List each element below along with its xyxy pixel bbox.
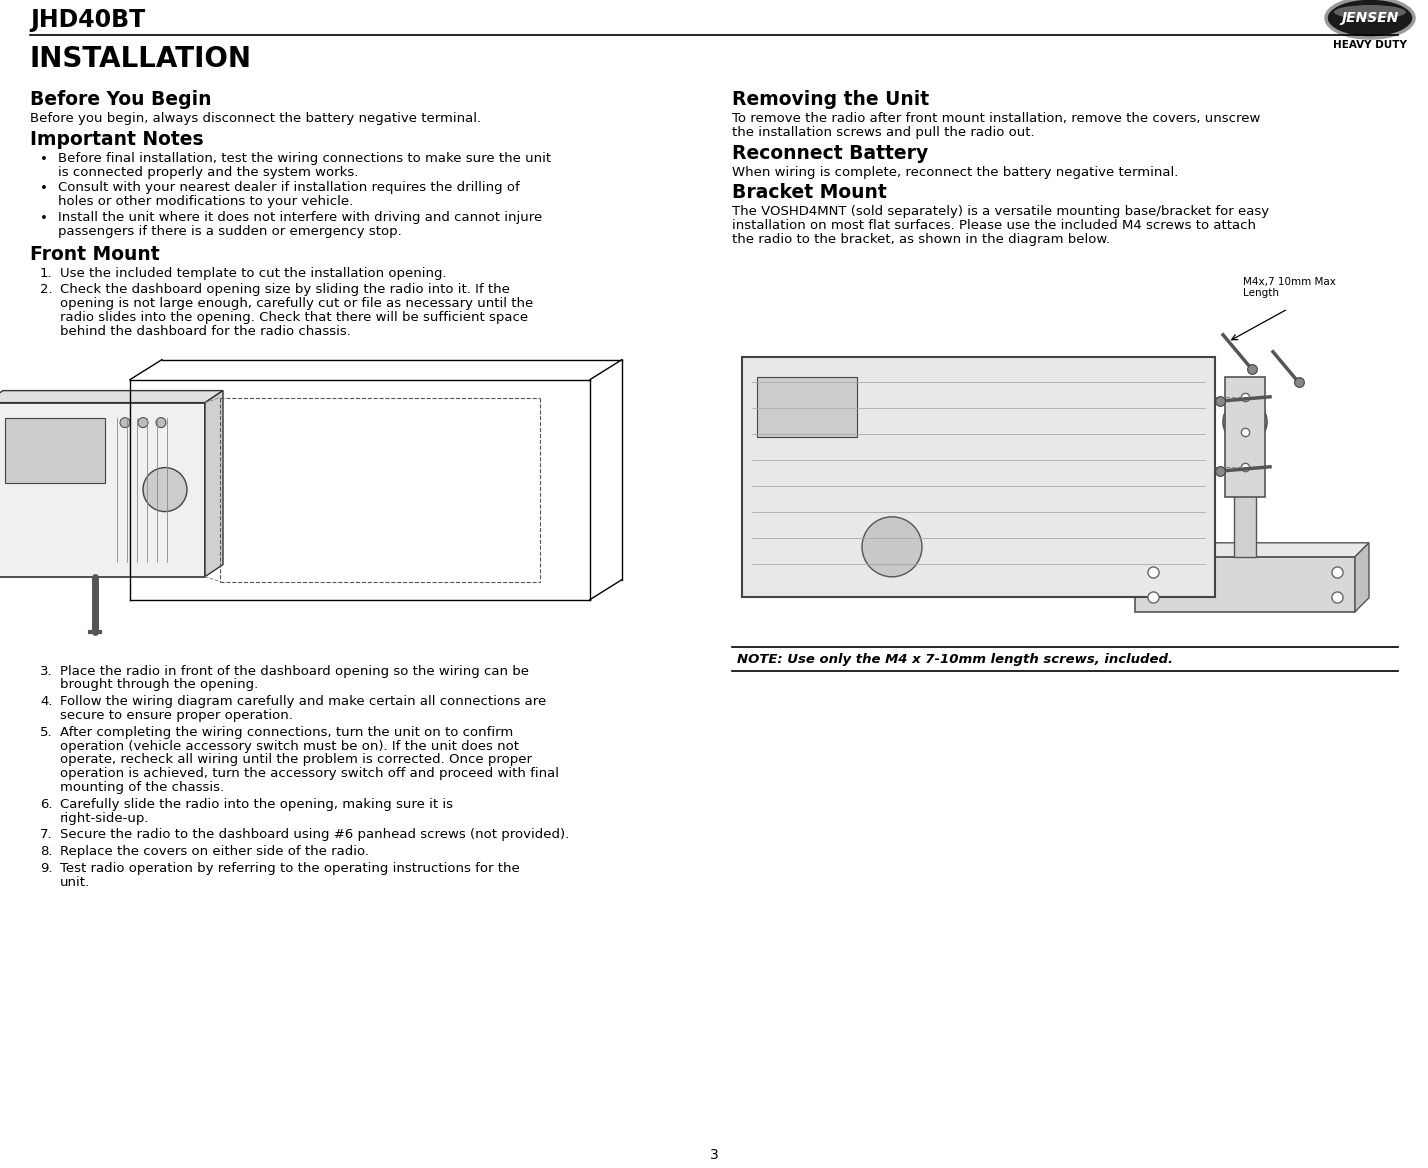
Circle shape bbox=[139, 418, 149, 427]
Text: Reconnect Battery: Reconnect Battery bbox=[733, 144, 928, 162]
Ellipse shape bbox=[1334, 5, 1407, 19]
Bar bbox=[1225, 405, 1245, 427]
Text: HEAVY DUTY: HEAVY DUTY bbox=[1334, 40, 1407, 50]
Text: radio slides into the opening. Check that there will be sufficient space: radio slides into the opening. Check tha… bbox=[60, 311, 528, 324]
Text: Place the radio in front of the dashboard opening so the wiring can be: Place the radio in front of the dashboar… bbox=[60, 665, 528, 677]
Text: 2.: 2. bbox=[40, 284, 53, 297]
Text: Check the dashboard opening size by sliding the radio into it. If the: Check the dashboard opening size by slid… bbox=[60, 284, 510, 297]
Circle shape bbox=[156, 418, 166, 427]
Text: Use the included template to cut the installation opening.: Use the included template to cut the ins… bbox=[60, 266, 447, 279]
Bar bbox=[743, 356, 1215, 597]
Text: Before final installation, test the wiring connections to make sure the unit: Before final installation, test the wiri… bbox=[59, 152, 551, 165]
Bar bbox=[6, 418, 106, 482]
Text: Consult with your nearest dealer if installation requires the drilling of: Consult with your nearest dealer if inst… bbox=[59, 181, 520, 194]
Text: Removing the Unit: Removing the Unit bbox=[733, 90, 930, 109]
Text: the radio to the bracket, as shown in the diagram below.: the radio to the bracket, as shown in th… bbox=[733, 232, 1110, 246]
Text: holes or other modifications to your vehicle.: holes or other modifications to your veh… bbox=[59, 195, 353, 208]
Ellipse shape bbox=[1327, 0, 1414, 39]
Text: 3.: 3. bbox=[40, 665, 53, 677]
Text: unit.: unit. bbox=[60, 876, 90, 889]
Text: After completing the wiring connections, turn the unit on to confirm: After completing the wiring connections,… bbox=[60, 725, 513, 739]
Bar bbox=[1225, 377, 1265, 496]
Text: operation is achieved, turn the accessory switch off and proceed with final: operation is achieved, turn the accessor… bbox=[60, 767, 558, 780]
Text: M4x,7 10mm Max
Length: M4x,7 10mm Max Length bbox=[1242, 277, 1335, 298]
Text: NOTE: Use only the M4 x 7-10mm length screws, included.: NOTE: Use only the M4 x 7-10mm length sc… bbox=[737, 653, 1172, 666]
Text: INSTALLATION: INSTALLATION bbox=[30, 46, 251, 72]
Text: •: • bbox=[40, 213, 49, 225]
Text: Before You Begin: Before You Begin bbox=[30, 90, 211, 109]
Text: Install the unit where it does not interfere with driving and cannot injure: Install the unit where it does not inter… bbox=[59, 211, 543, 224]
Text: operation (vehicle accessory switch must be on). If the unit does not: operation (vehicle accessory switch must… bbox=[60, 739, 518, 752]
Text: Replace the covers on either side of the radio.: Replace the covers on either side of the… bbox=[60, 846, 368, 858]
Text: When wiring is complete, reconnect the battery negative terminal.: When wiring is complete, reconnect the b… bbox=[733, 166, 1178, 179]
Circle shape bbox=[1222, 399, 1267, 444]
Text: 5.: 5. bbox=[40, 725, 53, 739]
Text: Follow the wiring diagram carefully and make certain all connections are: Follow the wiring diagram carefully and … bbox=[60, 695, 547, 708]
Polygon shape bbox=[0, 390, 223, 403]
Text: installation on most flat surfaces. Please use the included M4 screws to attach: installation on most flat surfaces. Plea… bbox=[733, 220, 1257, 232]
Text: To remove the radio after front mount installation, remove the covers, unscrew: To remove the radio after front mount in… bbox=[733, 112, 1261, 125]
Text: Carefully slide the radio into the opening, making sure it is: Carefully slide the radio into the openi… bbox=[60, 798, 453, 811]
Text: right-side-up.: right-side-up. bbox=[60, 812, 150, 825]
Circle shape bbox=[143, 467, 187, 512]
Bar bbox=[1135, 557, 1355, 612]
Text: •: • bbox=[40, 182, 49, 195]
Text: Front Mount: Front Mount bbox=[30, 244, 160, 264]
Polygon shape bbox=[206, 390, 223, 577]
Polygon shape bbox=[1355, 543, 1369, 612]
Text: 8.: 8. bbox=[40, 846, 53, 858]
Text: behind the dashboard for the radio chassis.: behind the dashboard for the radio chass… bbox=[60, 325, 351, 338]
Bar bbox=[757, 377, 857, 437]
Polygon shape bbox=[1135, 543, 1369, 557]
Text: 9.: 9. bbox=[40, 862, 53, 875]
Text: Before you begin, always disconnect the battery negative terminal.: Before you begin, always disconnect the … bbox=[30, 112, 481, 125]
Text: Important Notes: Important Notes bbox=[30, 130, 204, 148]
Text: JENSEN: JENSEN bbox=[1341, 11, 1398, 25]
Text: Test radio operation by referring to the operating instructions for the: Test radio operation by referring to the… bbox=[60, 862, 520, 875]
Text: is connected properly and the system works.: is connected properly and the system wor… bbox=[59, 166, 358, 179]
Text: 3: 3 bbox=[710, 1148, 718, 1162]
Text: 4.: 4. bbox=[40, 695, 53, 708]
Text: passengers if there is a sudden or emergency stop.: passengers if there is a sudden or emerg… bbox=[59, 224, 401, 238]
Text: secure to ensure proper operation.: secure to ensure proper operation. bbox=[60, 709, 293, 722]
Text: JHD40BT: JHD40BT bbox=[30, 8, 146, 32]
Text: operate, recheck all wiring until the problem is corrected. Once proper: operate, recheck all wiring until the pr… bbox=[60, 753, 533, 766]
Bar bbox=[1234, 422, 1257, 557]
Text: The VOSHD4MNT (sold separately) is a versatile mounting base/bracket for easy: The VOSHD4MNT (sold separately) is a ver… bbox=[733, 206, 1269, 218]
Text: •: • bbox=[40, 153, 49, 166]
Text: mounting of the chassis.: mounting of the chassis. bbox=[60, 781, 224, 794]
Circle shape bbox=[863, 516, 922, 577]
Text: Secure the radio to the dashboard using #6 panhead screws (not provided).: Secure the radio to the dashboard using … bbox=[60, 828, 570, 841]
Text: the installation screws and pull the radio out.: the installation screws and pull the rad… bbox=[733, 126, 1035, 139]
Text: 7.: 7. bbox=[40, 828, 53, 841]
Text: opening is not large enough, carefully cut or file as necessary until the: opening is not large enough, carefully c… bbox=[60, 297, 533, 311]
Text: brought through the opening.: brought through the opening. bbox=[60, 679, 258, 691]
Text: 1.: 1. bbox=[40, 266, 53, 279]
Circle shape bbox=[120, 418, 130, 427]
Bar bbox=[0, 403, 206, 577]
Text: 6.: 6. bbox=[40, 798, 53, 811]
Text: Bracket Mount: Bracket Mount bbox=[733, 183, 887, 202]
